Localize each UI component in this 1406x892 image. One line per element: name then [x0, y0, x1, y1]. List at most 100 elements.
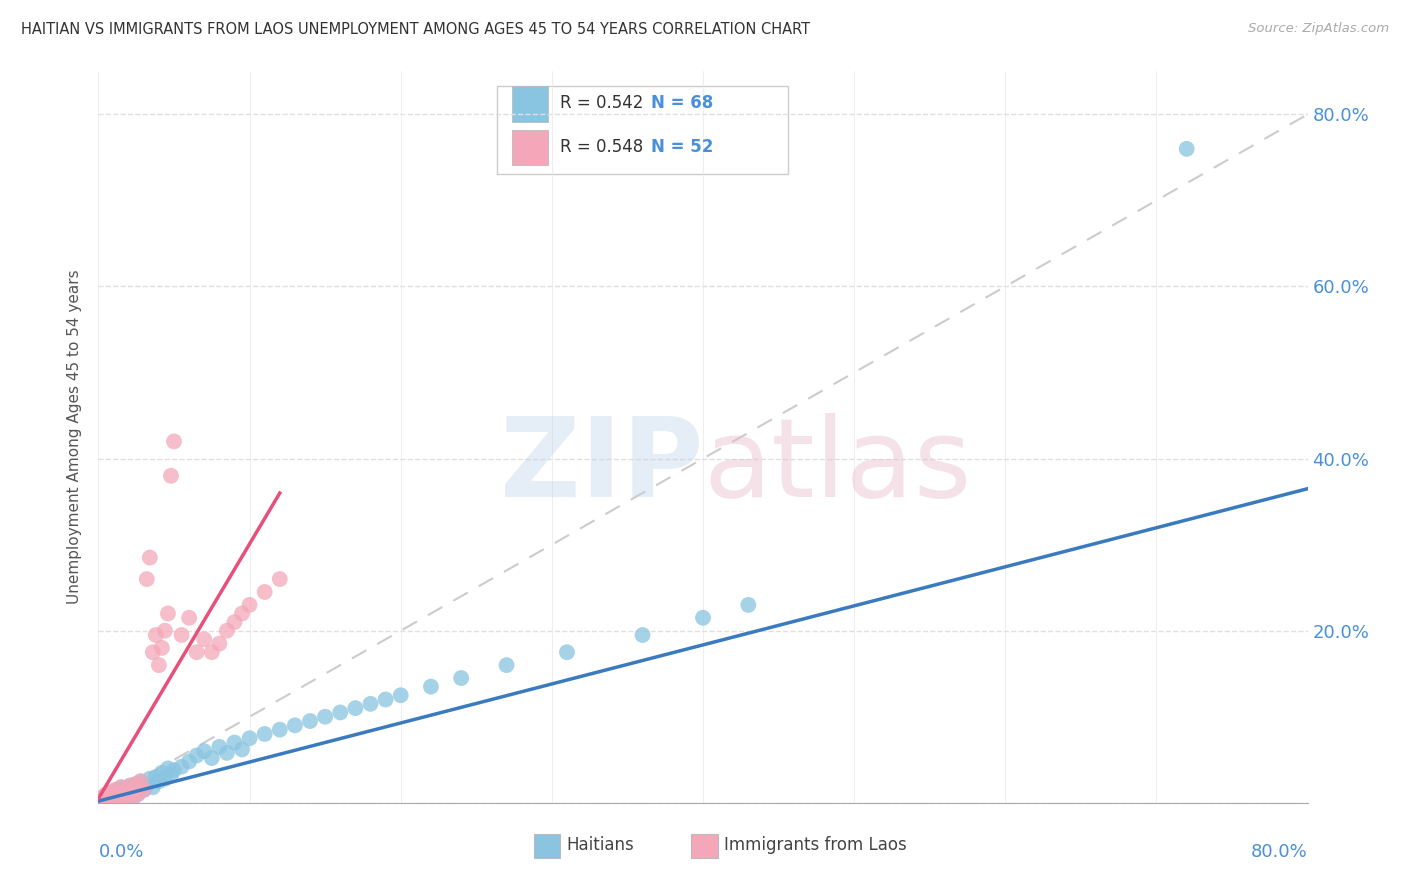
Point	[94, 789, 117, 803]
Point	[186, 645, 208, 659]
Point	[104, 791, 127, 805]
Point	[118, 789, 141, 803]
Point	[139, 772, 162, 786]
Point	[112, 790, 135, 805]
Point	[555, 645, 578, 659]
Point	[89, 794, 111, 808]
Point	[100, 785, 122, 799]
Point	[90, 791, 112, 805]
Text: N = 52: N = 52	[651, 138, 713, 156]
Point	[153, 772, 176, 786]
Point	[389, 688, 412, 702]
Point	[201, 645, 224, 659]
FancyBboxPatch shape	[690, 834, 717, 858]
Point	[142, 645, 165, 659]
Point	[112, 790, 135, 805]
Point	[329, 706, 352, 720]
Point	[692, 611, 714, 625]
Point	[94, 792, 117, 806]
Point	[269, 723, 291, 737]
Text: HAITIAN VS IMMIGRANTS FROM LAOS UNEMPLOYMENT AMONG AGES 45 TO 54 YEARS CORRELATI: HAITIAN VS IMMIGRANTS FROM LAOS UNEMPLOY…	[21, 22, 810, 37]
Text: Source: ZipAtlas.com: Source: ZipAtlas.com	[1249, 22, 1389, 36]
Point	[115, 788, 138, 802]
Point	[170, 759, 193, 773]
Point	[93, 794, 115, 808]
Point	[128, 780, 150, 795]
Point	[103, 789, 125, 804]
Point	[111, 787, 134, 801]
Point	[101, 793, 124, 807]
Text: R = 0.548: R = 0.548	[561, 138, 644, 156]
Point	[121, 785, 143, 799]
Point	[148, 658, 170, 673]
Point	[156, 761, 179, 775]
Point	[179, 611, 201, 625]
Point	[115, 788, 138, 802]
Point	[100, 790, 122, 805]
Point	[142, 780, 165, 795]
Text: Immigrants from Laos: Immigrants from Laos	[724, 836, 907, 855]
Point	[145, 628, 167, 642]
Point	[360, 697, 382, 711]
Point	[1175, 142, 1198, 156]
Point	[153, 624, 176, 638]
Point	[148, 774, 170, 789]
Point	[124, 782, 146, 797]
Point	[193, 632, 215, 647]
Point	[132, 783, 155, 797]
Point	[105, 783, 128, 797]
Point	[114, 783, 136, 797]
Point	[101, 789, 124, 804]
Point	[215, 746, 238, 760]
Point	[163, 434, 186, 449]
Point	[344, 701, 367, 715]
FancyBboxPatch shape	[512, 130, 548, 165]
Point	[110, 780, 132, 795]
Text: N = 68: N = 68	[651, 95, 713, 112]
Point	[91, 793, 114, 807]
Point	[239, 731, 262, 746]
Point	[186, 748, 208, 763]
Point	[132, 783, 155, 797]
Point	[224, 615, 246, 629]
Point	[139, 550, 162, 565]
Point	[108, 785, 131, 799]
Point	[239, 598, 262, 612]
Text: ZIP: ZIP	[499, 413, 703, 520]
Point	[96, 790, 118, 805]
Point	[208, 637, 231, 651]
Point	[125, 777, 148, 791]
Point	[253, 585, 276, 599]
Point	[121, 785, 143, 799]
Point	[145, 770, 167, 784]
Text: R = 0.542: R = 0.542	[561, 95, 644, 112]
Point	[128, 780, 150, 795]
Point	[631, 628, 654, 642]
Point	[135, 779, 157, 793]
Point	[163, 763, 186, 777]
FancyBboxPatch shape	[512, 87, 548, 121]
Point	[108, 793, 131, 807]
Point	[231, 742, 253, 756]
Point	[94, 787, 117, 801]
Point	[127, 787, 149, 801]
Point	[179, 755, 201, 769]
Point	[314, 710, 336, 724]
Point	[124, 782, 146, 797]
Text: atlas: atlas	[703, 413, 972, 520]
Point	[450, 671, 472, 685]
Point	[156, 607, 179, 621]
Point	[284, 718, 307, 732]
Text: 0.0%: 0.0%	[98, 843, 143, 861]
Point	[160, 468, 183, 483]
FancyBboxPatch shape	[498, 86, 787, 174]
Point	[231, 607, 253, 621]
Point	[110, 780, 132, 795]
Point	[98, 787, 121, 801]
Point	[111, 787, 134, 801]
Y-axis label: Unemployment Among Ages 45 to 54 years: Unemployment Among Ages 45 to 54 years	[67, 269, 83, 605]
Point	[193, 744, 215, 758]
Point	[208, 739, 231, 754]
Point	[495, 658, 517, 673]
Point	[120, 779, 142, 793]
